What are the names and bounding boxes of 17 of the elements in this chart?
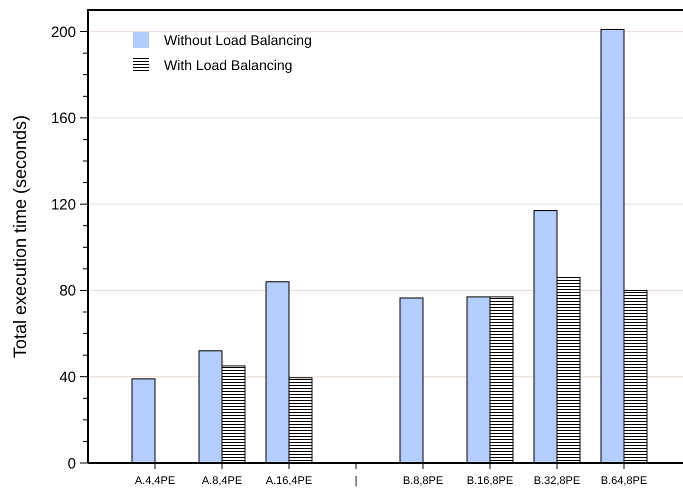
y-tick-label: 200	[50, 24, 76, 41]
x-tick-label: A.16,4PE	[266, 475, 312, 487]
y-tick-label: 160	[50, 110, 76, 128]
y-tick-label: 120	[50, 196, 76, 214]
y-tick-label: 80	[59, 282, 76, 300]
y-tick-label: 0	[68, 455, 76, 472]
x-tick-label: B.64,8PE	[600, 475, 648, 487]
x-tick-label: A.8,4PE	[202, 475, 242, 487]
x-tick-label: B.8,8PE	[402, 475, 444, 487]
x-tick-label: B.32,8PE	[534, 475, 580, 487]
legend-label: Without Load Balancing	[164, 32, 312, 48]
x-tick-label: A.4,4PE	[134, 475, 176, 487]
y-tick-label: 40	[59, 368, 76, 386]
x-tick-label: |	[354, 475, 358, 487]
y-axis-title: Total execution time (seconds)	[10, 114, 30, 358]
legend-label: With Load Balancing	[164, 56, 292, 73]
x-tick-label: B.16,8PE	[466, 475, 514, 487]
